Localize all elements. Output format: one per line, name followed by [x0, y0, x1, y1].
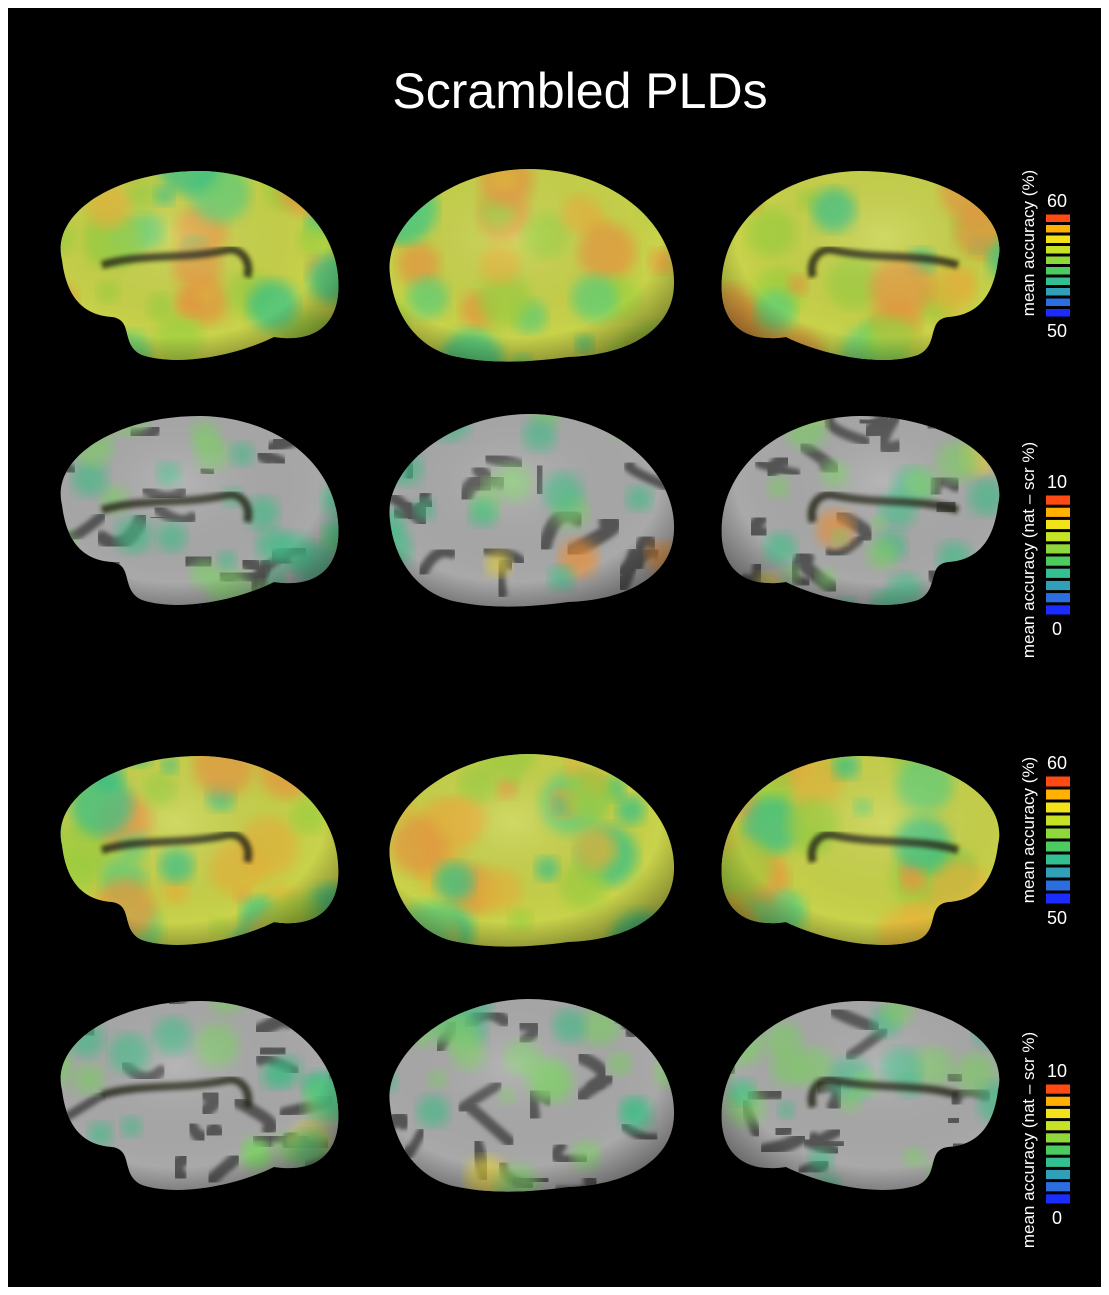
- colorbar-swatch: [1046, 544, 1070, 554]
- colorbar-min: 50: [1047, 908, 1067, 928]
- colorbar-max: 60: [1047, 191, 1067, 211]
- colorbar-swatch: [1046, 225, 1070, 233]
- figure-title: Scrambled PLDs: [392, 63, 767, 119]
- colorbar-swatch: [1046, 214, 1070, 222]
- colorbar-swatch: [1046, 605, 1070, 615]
- shading: [389, 169, 675, 362]
- colorbar-label: mean accuracy (%): [1019, 170, 1038, 316]
- colorbar-swatch: [1046, 256, 1070, 264]
- colorbar-swatch: [1046, 1182, 1070, 1192]
- colorbar-swatch: [1046, 1108, 1070, 1119]
- colorbar-min: 0: [1052, 619, 1062, 639]
- colorbar-swatch: [1046, 267, 1070, 275]
- brain-surface: [60, 170, 339, 360]
- colorbar-swatch: [1046, 854, 1070, 865]
- colorbar-swatch: [1046, 1121, 1070, 1131]
- shading: [389, 414, 675, 607]
- colorbar-swatch: [1046, 776, 1070, 787]
- colorbar-swatch: [1046, 580, 1070, 591]
- colorbar-min: 0: [1052, 1208, 1062, 1228]
- colorbar-swatch: [1046, 235, 1070, 243]
- colorbar-swatch: [1046, 1157, 1070, 1167]
- colorbar-label: mean accuracy (nat – scr %): [1019, 1032, 1038, 1248]
- colorbar-max: 10: [1047, 1061, 1067, 1081]
- colorbar-swatch: [1046, 1133, 1070, 1143]
- colorbar-swatch: [1046, 1145, 1070, 1155]
- colorbar-swatch: [1046, 495, 1070, 505]
- colorbar-swatch: [1046, 1096, 1070, 1106]
- colorbar-swatch: [1046, 815, 1070, 826]
- colorbar-swatch: [1046, 277, 1070, 285]
- shading: [389, 999, 675, 1192]
- colorbar-swatch: [1046, 246, 1070, 254]
- colorbar-swatch: [1046, 1194, 1070, 1204]
- colorbar-max: 10: [1047, 472, 1067, 492]
- colorbar-label: mean accuracy (%): [1019, 757, 1038, 903]
- colorbar-swatch: [1046, 593, 1070, 603]
- shading: [389, 754, 675, 947]
- colorbar-swatch: [1046, 568, 1070, 578]
- colorbar-label: mean accuracy (nat – scr %): [1019, 442, 1038, 658]
- colorbar-min: 50: [1047, 321, 1067, 341]
- colorbar-swatch: [1046, 556, 1070, 566]
- colorbar-swatch: [1046, 519, 1070, 530]
- colorbar-swatch: [1046, 867, 1070, 878]
- colorbar-max: 60: [1047, 753, 1067, 773]
- brain-surface: [721, 415, 1000, 605]
- colorbar-swatch: [1046, 1084, 1070, 1094]
- colorbar-swatch: [1046, 880, 1070, 891]
- colorbar-swatch: [1046, 828, 1070, 839]
- colorbar-swatch: [1046, 288, 1070, 296]
- colorbar-swatch: [1046, 309, 1070, 317]
- colorbar-swatch: [1046, 1169, 1070, 1180]
- brain-view: [60, 170, 339, 360]
- colorbar-swatch: [1046, 507, 1070, 517]
- colorbar-swatch: [1046, 802, 1070, 813]
- brain-view: [721, 415, 1000, 605]
- colorbar-swatch: [1046, 298, 1070, 306]
- colorbar-swatch: [1046, 893, 1070, 904]
- colorbar-swatch: [1046, 532, 1070, 542]
- colorbars: 60 50 mean accuracy (%) 10 0 mean accuracy (n…: [1019, 170, 1070, 1248]
- colorbar-swatch: [1046, 789, 1070, 800]
- colorbar-swatch: [1046, 841, 1070, 852]
